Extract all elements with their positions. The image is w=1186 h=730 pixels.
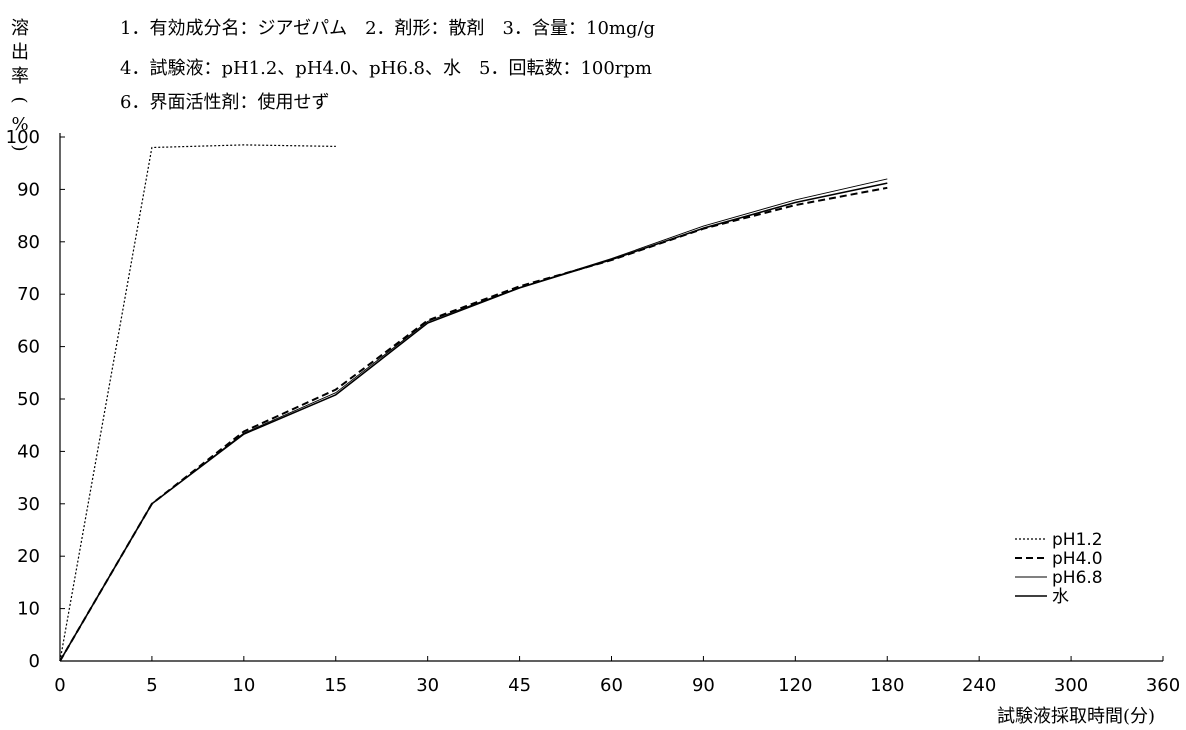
x-tick-label: 360	[1146, 675, 1180, 696]
x-tick-label: 300	[1054, 675, 1088, 696]
axes	[59, 133, 1163, 662]
y-tick-label: 0	[29, 651, 40, 672]
y-axis-label-char: )	[9, 144, 30, 151]
x-tick-label: 180	[870, 675, 904, 696]
y-tick-label: 30	[17, 494, 40, 515]
y-tick-label: 10	[17, 599, 40, 620]
x-axis-ticks: 0 5 10 15 30 45 60 90 120 180 240 300 360	[54, 656, 1180, 696]
y-axis-label-char: 溶	[11, 18, 29, 39]
x-tick-label: 60	[600, 675, 623, 696]
legend-label: pH1.2	[1052, 530, 1103, 550]
series-line-1	[59, 186, 888, 662]
condition-line-3: 6．界面活性剤：使用せず	[120, 92, 329, 113]
x-tick-label: 90	[692, 675, 715, 696]
y-axis-label-char: %	[11, 114, 28, 135]
legend-label: pH6.8	[1052, 568, 1103, 588]
series-line-3	[59, 182, 888, 662]
x-axis-label: 試験液採取時間(分)	[997, 706, 1155, 727]
legend-label: 水	[1052, 587, 1069, 607]
y-axis-ticks: 0 10 20 30 40 50 60 70 80 90 100	[6, 127, 65, 672]
series-lines	[59, 144, 888, 662]
y-tick-label: 80	[17, 232, 40, 253]
y-tick-label: 40	[17, 441, 40, 462]
y-tick-label: 20	[17, 546, 40, 567]
x-tick-label: 15	[324, 675, 347, 696]
y-axis-label-char: 出	[11, 42, 29, 63]
condition-line-1: 1．有効成分名：ジアゼパム 2．剤形：散剤 3．含量：10mg/g	[120, 18, 655, 39]
legend-label: pH4.0	[1052, 549, 1103, 569]
x-tick-label: 10	[232, 675, 255, 696]
y-axis-label-char: 率	[11, 66, 29, 87]
y-tick-label: 90	[17, 179, 40, 200]
condition-line-2: 4．試験液：pH1.2、pH4.0、pH6.8、水 5．回転数：100rpm	[120, 58, 652, 79]
series-line-2	[59, 178, 888, 662]
x-tick-label: 45	[508, 675, 531, 696]
x-tick-label: 240	[962, 675, 996, 696]
y-tick-label: 70	[17, 284, 40, 305]
y-tick-label: 100	[6, 127, 40, 148]
y-tick-label: 50	[17, 389, 40, 410]
x-tick-label: 0	[54, 675, 65, 696]
series-line-0	[59, 144, 336, 662]
y-axis-label-char: (	[9, 96, 30, 103]
x-tick-label: 5	[146, 675, 157, 696]
y-axis-label: 溶出率 (%)	[9, 18, 30, 152]
x-tick-label: 120	[778, 675, 812, 696]
test-conditions: 1．有効成分名：ジアゼパム 2．剤形：散剤 3．含量：10mg/g 4．試験液：p…	[120, 18, 655, 113]
y-tick-label: 60	[17, 337, 40, 358]
x-tick-label: 30	[416, 675, 439, 696]
